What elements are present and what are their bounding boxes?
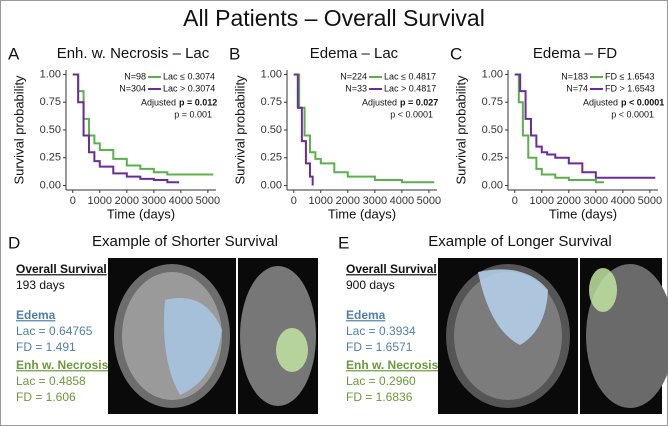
legend-label: Lac > 0.4817 <box>384 83 436 93</box>
edema-lac: Lac = 0.3934 <box>346 324 416 338</box>
x-tick-label: 3000 <box>363 195 387 207</box>
legend-label: Lac ≤ 0.4817 <box>384 71 436 81</box>
edema-fd: FD = 1.6571 <box>346 340 413 354</box>
edema-fd: FD = 1.491 <box>16 340 76 354</box>
x-tick-label: 0 <box>70 195 76 207</box>
survival-curve <box>514 73 656 179</box>
y-tick-label: 1.00 <box>482 68 503 80</box>
figure-title: All Patients – Overall Survival <box>183 5 485 31</box>
y-axis-label: Survival probability <box>11 75 26 185</box>
panel-letter: D <box>8 233 20 252</box>
y-axis-label: Survival probability <box>453 75 468 185</box>
adjusted-p: p = 0.027 <box>400 97 438 107</box>
y-tick-label: 0.75 <box>482 96 503 108</box>
y-tick-label: 0.75 <box>261 96 282 108</box>
p-value: p < 0.0001 <box>390 109 433 119</box>
y-tick-label: 1.00 <box>261 68 282 80</box>
legend-count: N=183 <box>561 71 588 81</box>
x-tick-label: 2000 <box>115 195 139 207</box>
x-tick-label: 4000 <box>169 195 193 207</box>
chart-title: Enh. w. Necrosis – Lac <box>57 45 210 62</box>
survival-label: Overall Survival <box>346 262 437 276</box>
y-tick-label: 0.00 <box>261 179 282 191</box>
x-tick-label: 0 <box>291 195 297 207</box>
edema-label: Edema <box>346 308 386 322</box>
survival-curve <box>293 73 435 184</box>
survival-curve <box>293 73 314 186</box>
enh-label: Enh w. Necrosis <box>16 358 109 372</box>
mri-image <box>108 258 318 414</box>
edema-lac: Lac = 0.64765 <box>16 324 93 338</box>
edema-label: Edema <box>16 308 56 322</box>
enh-fd: FD = 1.606 <box>16 390 76 404</box>
x-axis-label: Time (days) <box>328 206 396 221</box>
enh-fd: FD = 1.6836 <box>346 390 413 404</box>
x-tick-label: 2000 <box>336 195 360 207</box>
legend-count: N=304 <box>119 83 146 93</box>
x-tick-label: 4000 <box>611 195 635 207</box>
y-tick-label: 0.50 <box>482 124 503 136</box>
survival-value: 193 days <box>16 278 65 292</box>
survival-value: 900 days <box>346 278 395 292</box>
survival-label: Overall Survival <box>16 262 107 276</box>
x-tick-label: 4000 <box>390 195 414 207</box>
y-tick-label: 0.50 <box>40 124 61 136</box>
p-value: p < 0.0001 <box>611 109 654 119</box>
x-tick-label: 5000 <box>638 195 662 207</box>
x-tick-label: 5000 <box>196 195 220 207</box>
panel-title: Example of Longer Survival <box>428 233 611 250</box>
enh-lac: Lac = 0.2960 <box>346 374 416 388</box>
adjusted-p: p < 0.0001 <box>621 97 664 107</box>
adjusted-p: p = 0.012 <box>179 97 217 107</box>
y-tick-label: 1.00 <box>40 68 61 80</box>
adjusted-label: Adjusted <box>141 97 176 107</box>
x-tick-label: 5000 <box>417 195 441 207</box>
adjusted-label: Adjusted <box>583 97 618 107</box>
legend-count: N=98 <box>124 71 146 81</box>
chart-title: Edema – Lac <box>310 45 399 62</box>
mri-image <box>438 258 668 414</box>
enh-label: Enh w. Necrosis <box>346 358 439 372</box>
legend-label: Lac ≤ 0.3074 <box>163 71 215 81</box>
x-axis-label: Time (days) <box>549 206 617 221</box>
y-tick-label: 0.50 <box>261 124 282 136</box>
chart-title: Edema – FD <box>533 45 617 62</box>
panel-title: Example of Shorter Survival <box>92 233 278 250</box>
x-tick-label: 1000 <box>530 195 554 207</box>
x-tick-label: 3000 <box>142 195 166 207</box>
x-tick-label: 1000 <box>88 195 112 207</box>
x-tick-label: 2000 <box>557 195 581 207</box>
legend-count: N=74 <box>566 83 588 93</box>
legend-label: FD ≤ 1.6543 <box>605 71 654 81</box>
y-tick-label: 0.00 <box>40 179 61 191</box>
y-tick-label: 0.75 <box>40 96 61 108</box>
legend-count: N=33 <box>345 83 367 93</box>
x-tick-label: 3000 <box>584 195 608 207</box>
panel-letter: B <box>229 44 240 63</box>
adjusted-label: Adjusted <box>362 97 397 107</box>
legend-label: FD > 1.6543 <box>605 83 655 93</box>
legend-label: Lac > 0.3074 <box>163 83 215 93</box>
x-axis-label: Time (days) <box>107 206 175 221</box>
enh-lac: Lac = 0.4858 <box>16 374 86 388</box>
legend-count: N=224 <box>340 71 367 81</box>
y-tick-label: 0.25 <box>482 152 503 164</box>
panel-letter: A <box>8 44 20 63</box>
p-value: p = 0.001 <box>174 109 212 119</box>
panel-letter: C <box>450 44 462 63</box>
x-tick-label: 0 <box>512 195 518 207</box>
y-axis-label: Survival probability <box>232 75 247 185</box>
y-tick-label: 0.25 <box>261 152 282 164</box>
y-tick-label: 0.00 <box>482 179 503 191</box>
survival-curve <box>514 73 604 184</box>
panel-letter: E <box>338 233 349 252</box>
x-tick-label: 1000 <box>309 195 333 207</box>
survival-curve <box>72 73 180 184</box>
y-tick-label: 0.25 <box>40 152 61 164</box>
